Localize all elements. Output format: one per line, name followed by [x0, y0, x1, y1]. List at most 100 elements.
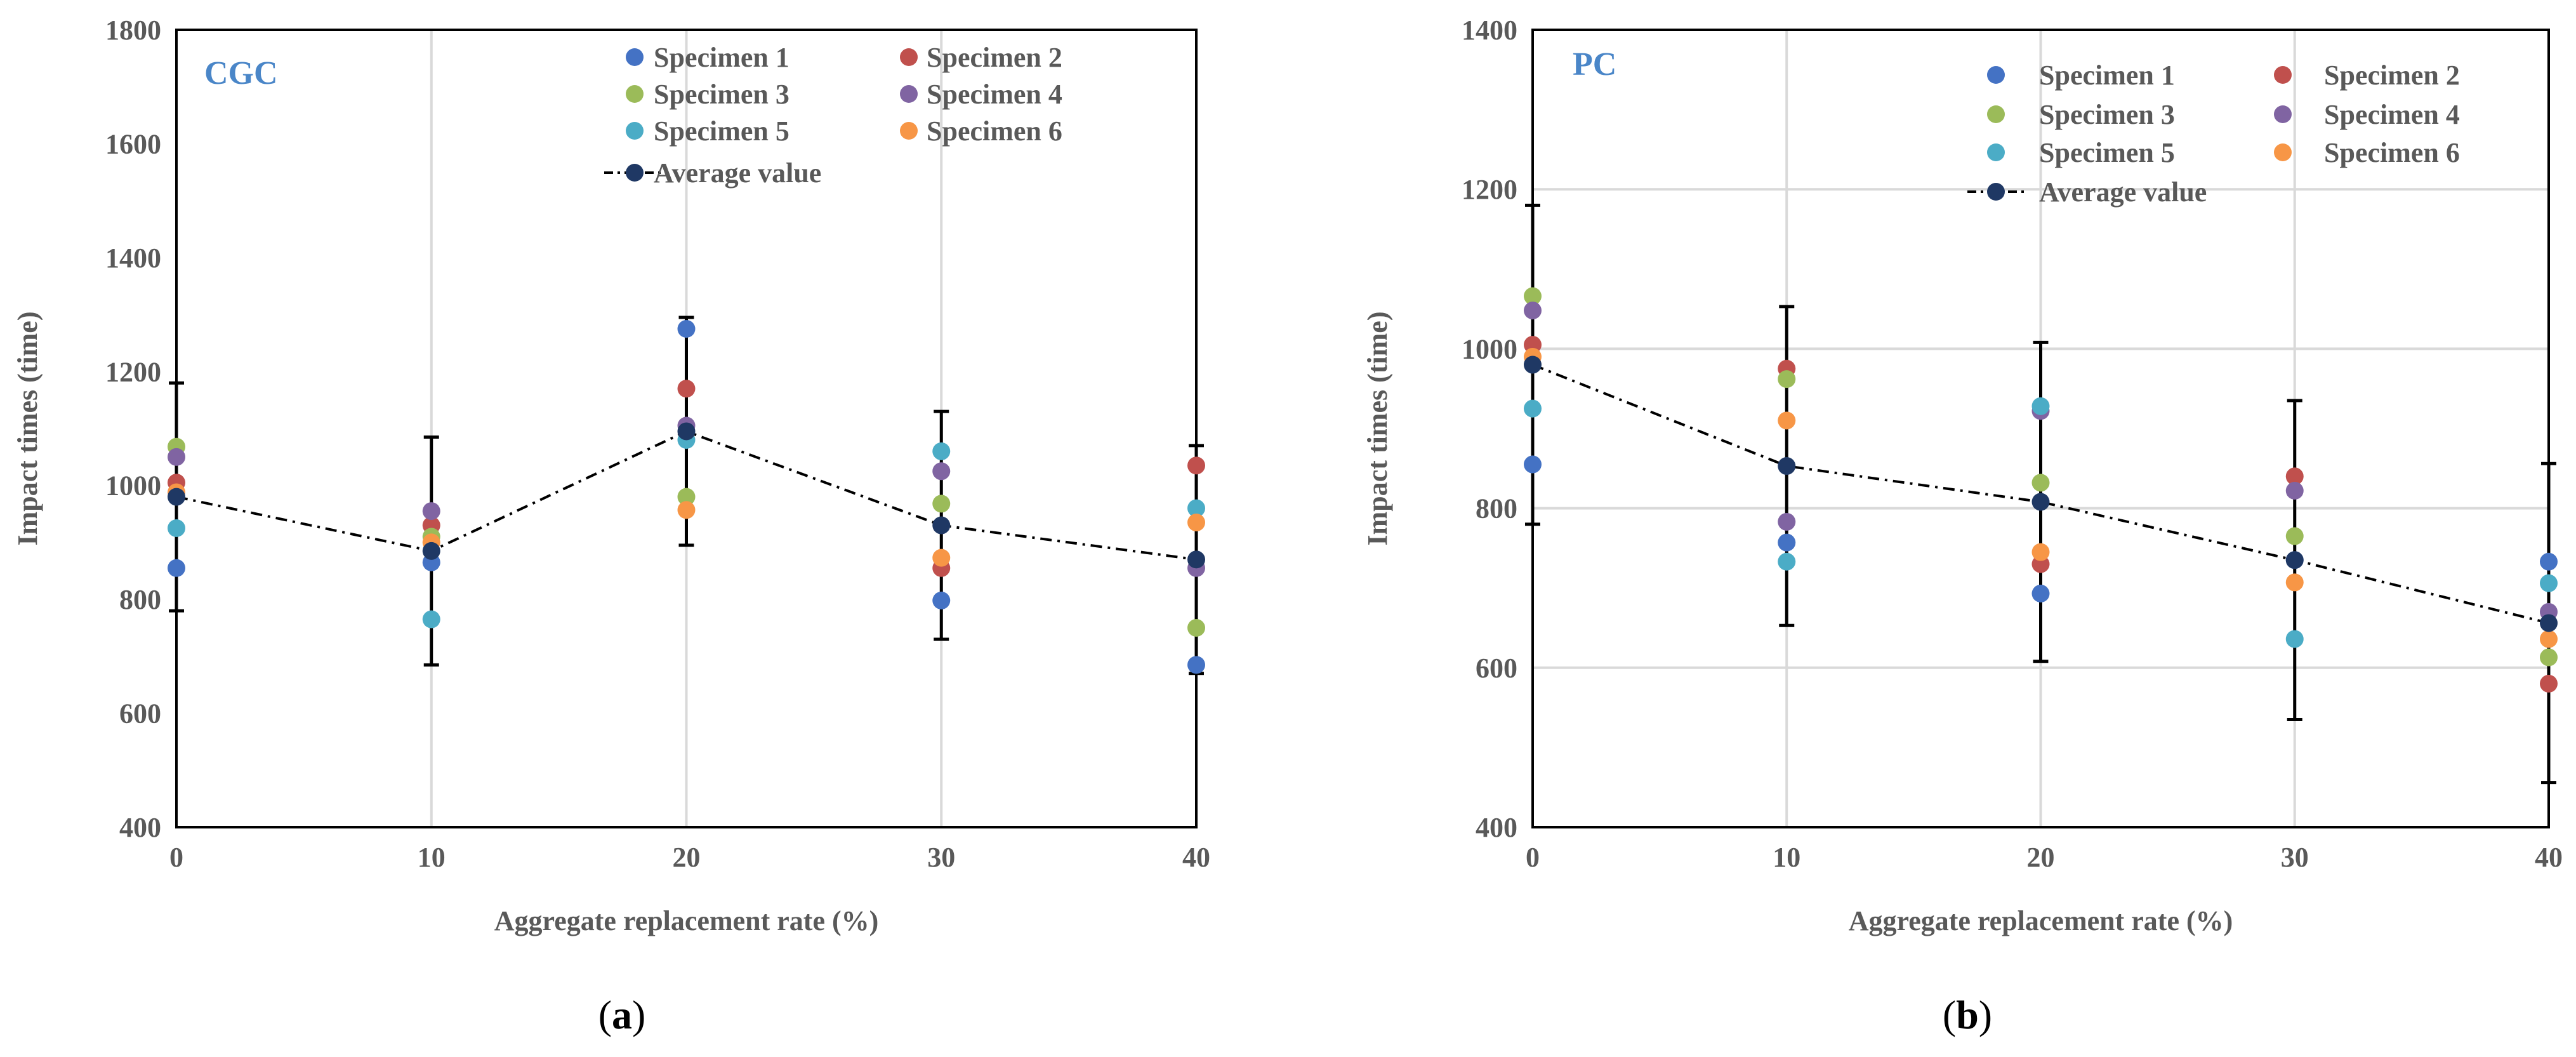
- legend: Specimen 1 Specimen 2 Specimen 3 Specimen 4…: [1967, 60, 2460, 208]
- x-axis-title: Aggregate replacement rate (%): [494, 905, 879, 936]
- data-point-specimen-5: [1187, 499, 1205, 517]
- caption-paren-open: (: [598, 992, 612, 1037]
- data-point-average: [1187, 550, 1205, 569]
- legend-label-specimen-2: Specimen 2: [927, 42, 1062, 73]
- legend-marker-average: [1987, 183, 2005, 201]
- data-point-specimen-4: [1778, 512, 1796, 531]
- legend-marker-specimen-3: [1987, 105, 2005, 123]
- data-point-specimen-1: [2540, 552, 2558, 571]
- caption-letter: a: [612, 992, 632, 1037]
- legend-label-specimen-2: Specimen 2: [2324, 60, 2460, 91]
- y-tick-label: 600: [119, 698, 161, 729]
- data-point-average: [677, 422, 696, 441]
- data-point-average: [2540, 614, 2558, 632]
- data-point-specimen-1: [1524, 455, 1542, 474]
- legend-label-specimen-6: Specimen 6: [927, 116, 1062, 147]
- x-tick-label: 0: [1526, 842, 1540, 873]
- panel-caption: (a): [598, 992, 646, 1037]
- data-point-specimen-5: [1778, 552, 1796, 571]
- x-tick-label: 0: [169, 842, 183, 873]
- data-point-specimen-1: [932, 591, 951, 609]
- y-tick-label: 1000: [1462, 333, 1517, 364]
- y-tick-label: 800: [1476, 493, 1517, 524]
- data-point-specimen-6: [932, 548, 951, 567]
- y-tick-label: 1200: [105, 356, 161, 387]
- legend-marker-specimen-4: [900, 85, 918, 103]
- data-point-average: [2031, 493, 2050, 511]
- panel-tag: CGC: [204, 55, 278, 91]
- legend: Specimen 1 Specimen 2 Specimen 3 Specimen 4…: [604, 42, 1062, 189]
- data-point-specimen-3: [677, 488, 696, 506]
- y-tick-label: 800: [119, 584, 161, 615]
- legend-label-specimen-3: Specimen 3: [654, 79, 789, 110]
- x-tick-label: 10: [1773, 842, 1800, 873]
- caption-paren-close: ): [632, 992, 645, 1037]
- legend-marker-specimen-6: [2274, 143, 2292, 161]
- data-point-specimen-3: [1187, 619, 1205, 637]
- panel-tag: PC: [1573, 46, 1616, 83]
- legend-marker-specimen-1: [1987, 66, 2005, 84]
- data-point-specimen-2: [1187, 456, 1205, 475]
- legend-label-specimen-1: Specimen 1: [2039, 60, 2175, 91]
- data-point-specimen-6: [677, 501, 696, 519]
- data-point-specimen-1: [1187, 656, 1205, 674]
- data-point-average: [422, 542, 440, 560]
- legend-label-specimen-3: Specimen 3: [2039, 99, 2175, 130]
- legend-label-specimen-4: Specimen 4: [927, 79, 1062, 110]
- y-tick-label: 1800: [105, 15, 161, 46]
- chart-panel-cgc: 0 10 20 30 40 400 600 800 1000 1200 1400 1600 1800 Ag…: [12, 15, 1210, 1037]
- data-point-specimen-5: [168, 519, 185, 537]
- caption-letter: b: [1956, 992, 1979, 1037]
- data-point-specimen-6: [1187, 514, 1205, 532]
- y-tick-label: 1200: [1462, 174, 1517, 205]
- data-point-specimen-4: [2285, 481, 2304, 500]
- data-point-average: [1778, 457, 1796, 475]
- x-tick-label: 20: [673, 842, 701, 873]
- data-point-specimen-4: [1524, 302, 1542, 320]
- data-point-specimen-5: [422, 610, 440, 628]
- y-tick-label: 1400: [105, 243, 161, 274]
- data-point-specimen-3: [1524, 287, 1542, 305]
- data-point-specimen-4: [422, 502, 440, 521]
- legend-marker-specimen-3: [626, 85, 644, 103]
- legend-label-specimen-6: Specimen 6: [2324, 137, 2460, 168]
- y-tick-label: 400: [1476, 812, 1517, 843]
- data-point-specimen-3: [2285, 527, 2304, 545]
- x-tick-label: 30: [2281, 842, 2309, 873]
- data-point-specimen-3: [1778, 370, 1796, 389]
- data-point-average: [1524, 356, 1542, 374]
- x-tick-label: 40: [1182, 842, 1210, 873]
- legend-label-average: Average value: [654, 157, 821, 189]
- data-point-average: [2285, 551, 2304, 569]
- y-tick-label: 1000: [105, 470, 161, 502]
- x-tick-label: 30: [927, 842, 955, 873]
- data-point-specimen-3: [2540, 648, 2558, 667]
- y-tick-label: 600: [1476, 653, 1517, 684]
- legend-marker-specimen-2: [900, 48, 918, 66]
- data-point-specimen-5: [2540, 574, 2558, 592]
- x-tick-label: 20: [2027, 842, 2055, 873]
- legend-marker-specimen-5: [1987, 143, 2005, 161]
- x-axis-title: Aggregate replacement rate (%): [1849, 905, 2233, 936]
- data-point-specimen-2: [2285, 467, 2304, 486]
- data-point-specimen-2: [677, 380, 696, 398]
- x-tick-label: 40: [2535, 842, 2563, 873]
- legend-marker-specimen-5: [626, 122, 644, 140]
- caption-paren-close: ): [1979, 992, 1992, 1037]
- data-point-average: [168, 488, 185, 506]
- data-point-specimen-5: [2285, 630, 2304, 648]
- data-point-specimen-6: [2285, 573, 2304, 592]
- data-point-specimen-6: [2540, 630, 2558, 648]
- y-tick-label: 1600: [105, 128, 161, 159]
- legend-marker-average: [626, 164, 644, 182]
- data-point-specimen-5: [932, 442, 951, 460]
- chart-panel-pc: 0 10 20 30 40 400 600 800 1000 1200 1400 Aggregate …: [1362, 15, 2563, 1037]
- legend-label-specimen-5: Specimen 5: [2039, 137, 2175, 168]
- data-point-specimen-1: [1778, 533, 1796, 552]
- data-point-specimen-6: [2031, 543, 2050, 561]
- legend-label-specimen-5: Specimen 5: [654, 116, 789, 147]
- legend-marker-specimen-1: [626, 48, 644, 66]
- legend-marker-specimen-6: [900, 122, 918, 140]
- y-axis-title: Impact times (time): [1362, 312, 1393, 546]
